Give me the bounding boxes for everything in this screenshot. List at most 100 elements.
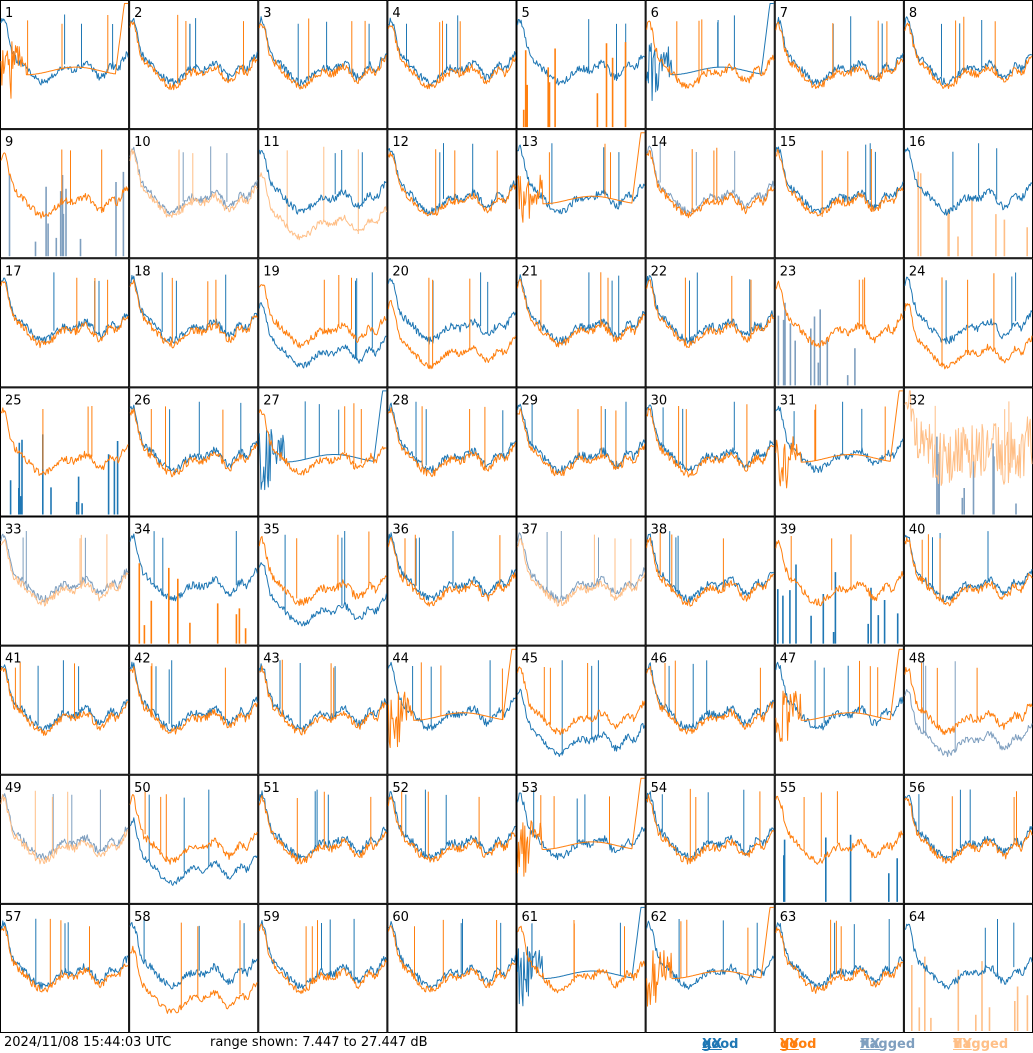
panel-label: 33 [5, 523, 22, 538]
panel-12-xx-good-rfi [439, 143, 474, 208]
timestamp: 2024/11/08 15:44:03 UTC [4, 1035, 172, 1050]
panel-43-xx-good [258, 663, 387, 732]
panel-label: 53 [522, 781, 539, 796]
panel-61: 61 [516, 903, 646, 1033]
panel-21: 21 [516, 258, 646, 388]
panel-33-yy-flagged [0, 539, 129, 607]
panel-label: 49 [5, 781, 22, 796]
panel-label: 14 [651, 135, 668, 150]
panel-label: 4 [392, 6, 400, 21]
panel-label: 11 [263, 135, 280, 150]
panel-62-yy-good [646, 906, 774, 1007]
panel-60: 60 [387, 903, 517, 1033]
panel-48-yy-good [904, 666, 1033, 736]
panel-45-yy-good [517, 666, 646, 736]
panel-39-xx-good [777, 564, 899, 644]
panel-44-xx-good-rfi [412, 660, 491, 727]
panel-52-yy-good-rfi [401, 791, 480, 859]
panel-56-xx-good [904, 794, 1033, 861]
panel-41-yy-good [0, 667, 129, 736]
panel-10: 10 [129, 129, 259, 259]
panel-49-xx-flagged [0, 793, 129, 860]
panel-48-yy-good-rfi [921, 662, 978, 728]
panel-40-xx-good [904, 534, 1033, 603]
legend-good-yy-pol: YY [780, 1037, 799, 1052]
panel-35-yy-good [258, 535, 387, 606]
panel-20-xx-good [387, 278, 516, 345]
panel-16-xx-good [904, 147, 1033, 216]
panel-45-yy-good-rfi [543, 663, 589, 725]
panel-7-yy-good [775, 21, 904, 89]
panel-13-yy-good [517, 132, 645, 223]
panel-26-yy-good-rfi [150, 406, 224, 471]
panel-60-yy-good [387, 925, 516, 993]
panel-label: 40 [909, 523, 926, 538]
panel-label: 26 [134, 393, 151, 408]
panel-13: 13 [516, 129, 646, 259]
panel-6-xx-good [646, 3, 774, 101]
panel-frame [645, 903, 775, 1033]
panel-18-yy-good [129, 279, 258, 349]
panel-47-xx-good [775, 661, 904, 731]
panel-12: 12 [387, 129, 517, 259]
panel-54: 54 [645, 774, 775, 904]
panel-59: 59 [258, 903, 388, 1033]
panel-32: 32 [903, 387, 1033, 517]
panel-label: 13 [522, 135, 539, 150]
range-text: range shown: 7.447 to 27.447 dB [210, 1035, 428, 1050]
panel-49-yy-flagged [0, 794, 129, 865]
panel-22-yy-good [646, 279, 775, 348]
panel-14-yy-good-rfi [691, 147, 718, 212]
panel-44-yy-good [387, 648, 516, 748]
panel-label: 52 [392, 781, 409, 796]
panel-5-yy-good [522, 42, 627, 128]
panel-42: 42 [129, 645, 259, 775]
panel-label: 57 [5, 910, 22, 925]
panel-33: 33 [0, 516, 130, 646]
panel-61-yy-good [517, 925, 646, 994]
panel-47-xx-good-rfi [814, 660, 849, 728]
panel-50-xx-good-rfi [148, 789, 210, 872]
panel-27-xx-good-rfi [304, 401, 340, 460]
panel-59-xx-good-rfi [321, 918, 355, 980]
panel-15: 15 [774, 129, 904, 259]
panel-25-yy-good [0, 407, 129, 476]
panel-10-yy-flagged-rfi [178, 149, 194, 215]
panel-38-xx-good-rfi [669, 531, 679, 593]
panel-63-xx-good-rfi [834, 919, 890, 973]
panel-34-xx-good [129, 533, 258, 602]
panel-frame [774, 774, 904, 904]
panel-41-xx-good [0, 664, 129, 732]
panel-58-xx-good [129, 922, 258, 990]
panel-14: 14 [645, 129, 775, 259]
panel-42-xx-good-rfi [155, 660, 173, 728]
panel-label: 44 [392, 652, 409, 667]
panel-14-yy-good [646, 150, 775, 219]
panel-2-xx-good-rfi [189, 18, 197, 73]
panel-55-xx-good [783, 834, 898, 902]
panel-27: 27 [258, 387, 388, 517]
panel-frame [258, 258, 388, 388]
panel-label: 10 [134, 135, 151, 150]
panel-27-yy-good-rfi [344, 403, 362, 464]
panel-61-yy-good-rfi [573, 920, 625, 983]
panel-28-yy-good [387, 407, 516, 478]
panel-9-xx-flagged [8, 171, 125, 257]
panel-34-xx-good-rfi [153, 531, 237, 596]
legend-flagged-xx-prefix: flagged [860, 1037, 916, 1052]
panel-55-yy-good-rfi [803, 791, 838, 857]
panel-11-xx-good-rfi [334, 150, 363, 207]
panel-30-yy-good-rfi [678, 404, 748, 470]
panel-43-yy-good [259, 665, 387, 736]
panel-59-yy-good-rfi [305, 920, 318, 988]
panel-20-yy-good-rfi [428, 277, 471, 369]
panel-1-yy-good [0, 3, 129, 99]
panel-frame [258, 0, 388, 130]
panel-label: 20 [392, 264, 409, 279]
panel-label: 30 [651, 393, 668, 408]
panel-label: 48 [909, 652, 926, 667]
panel-frame [516, 903, 646, 1033]
panel-16-yy-flagged [917, 171, 1028, 257]
panel-43-xx-good-rfi [279, 660, 336, 729]
panel-12-xx-good [387, 148, 516, 216]
